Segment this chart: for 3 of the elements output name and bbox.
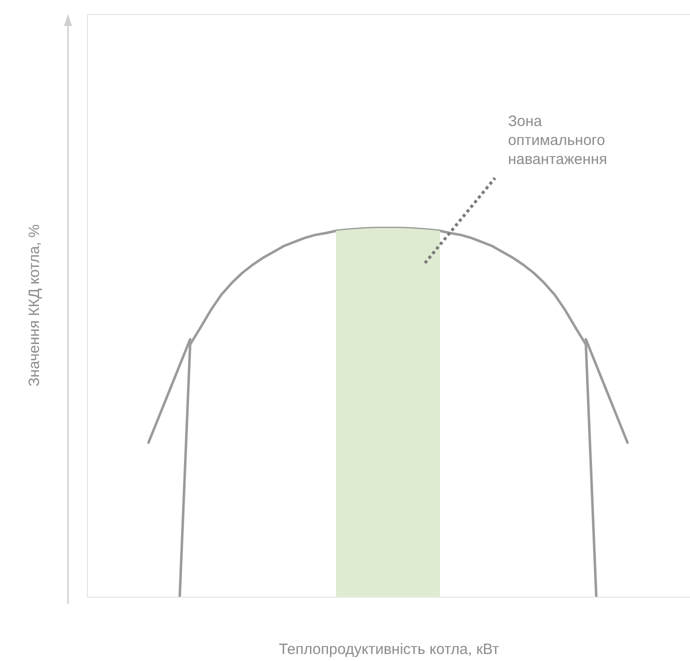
text: Зона оптимального навантаження [508, 113, 608, 168]
y-axis-title: Значення ККД котла, % [26, 224, 44, 387]
x-axis-title: Теплопродуктивність котла, кВт [278, 640, 500, 658]
